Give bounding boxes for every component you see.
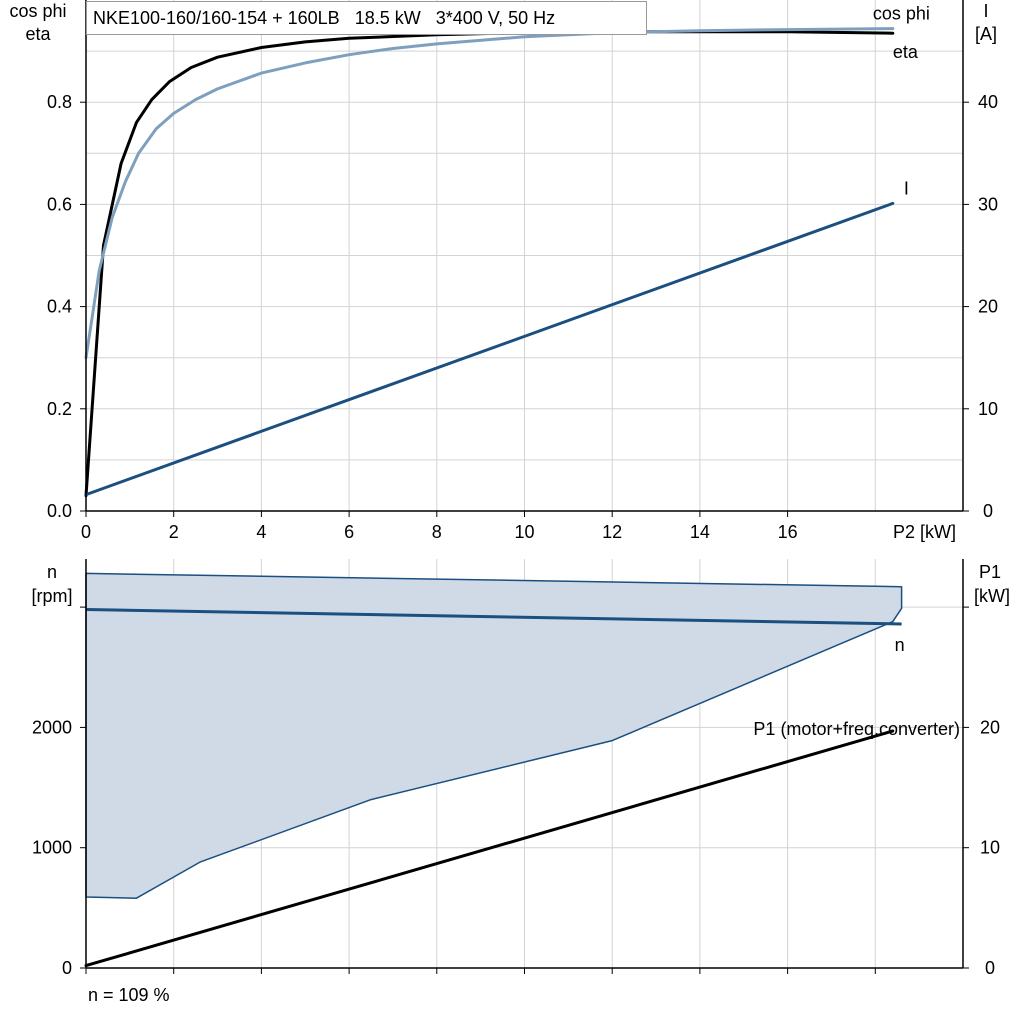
x-tick-label: 8 bbox=[432, 522, 442, 542]
bottom-left-y-axis-label: [rpm] bbox=[31, 586, 72, 606]
top-panel-gridlines bbox=[86, 0, 963, 511]
right-y-tick-label: 40 bbox=[978, 92, 998, 112]
bottom-left-y-tick-label: 0 bbox=[62, 958, 72, 978]
series-label-i: I bbox=[904, 178, 909, 198]
series-line-eta bbox=[84, 30, 895, 498]
left-y-tick-label: 0.4 bbox=[47, 297, 72, 317]
title-box bbox=[86, 1, 647, 35]
bottom-right-y-tick-label: 0 bbox=[985, 958, 995, 978]
series-label-p1: P1 (motor+freq.converter) bbox=[753, 719, 960, 739]
left-y-tick-label: 0.6 bbox=[47, 194, 72, 214]
x-tick-label: 12 bbox=[602, 522, 622, 542]
right-y-axis-label: I bbox=[983, 1, 988, 21]
series-line-n bbox=[85, 608, 902, 626]
bottom-left-y-axis-label: n bbox=[47, 562, 57, 582]
bottom-right-y-tick-label: 20 bbox=[980, 717, 1000, 737]
left-y-tick-label: 0.0 bbox=[47, 501, 72, 521]
series-label-eta: eta bbox=[893, 42, 919, 62]
x-tick-label: 6 bbox=[344, 522, 354, 542]
series-line-i bbox=[84, 201, 895, 497]
right-y-tick-label: 10 bbox=[978, 399, 998, 419]
series-line-cos-phi bbox=[84, 27, 895, 360]
series-label-cos-phi: cos phi bbox=[873, 4, 930, 24]
bottom-left-y-tick-label: 1000 bbox=[32, 838, 72, 858]
x-axis-label: P2 [kW] bbox=[893, 522, 956, 542]
x-tick-label: 10 bbox=[514, 522, 534, 542]
right-y-tick-label: 20 bbox=[978, 297, 998, 317]
right-y-tick-label: 30 bbox=[978, 194, 998, 214]
x-tick-label: 0 bbox=[81, 522, 91, 542]
x-tick-label: 14 bbox=[690, 522, 710, 542]
operating-range-area bbox=[85, 572, 903, 899]
speed-footnote: n = 109 % bbox=[88, 985, 170, 1005]
left-y-axis-label: eta bbox=[25, 24, 51, 44]
series-label-n: n bbox=[895, 635, 905, 655]
left-y-tick-label: 0.2 bbox=[47, 399, 72, 419]
right-y-axis-label: [A] bbox=[975, 24, 997, 44]
x-tick-label: 4 bbox=[256, 522, 266, 542]
bottom-right-y-axis-label: [kW] bbox=[974, 586, 1010, 606]
x-tick-label: 2 bbox=[169, 522, 179, 542]
bottom-right-y-tick-label: 10 bbox=[980, 838, 1000, 858]
left-y-axis-label: cos phi bbox=[9, 1, 66, 21]
bottom-right-y-axis-label: P1 bbox=[979, 562, 1001, 582]
left-y-tick-label: 0.8 bbox=[47, 92, 72, 112]
series-line-p1 bbox=[84, 729, 895, 968]
bottom-left-y-tick-label: 2000 bbox=[32, 717, 72, 737]
chart-title: NKE100-160/160-154 + 160LB 18.5 kW 3*400… bbox=[93, 8, 555, 28]
x-tick-label: 16 bbox=[778, 522, 798, 542]
right-y-tick-label: 0 bbox=[983, 501, 993, 521]
